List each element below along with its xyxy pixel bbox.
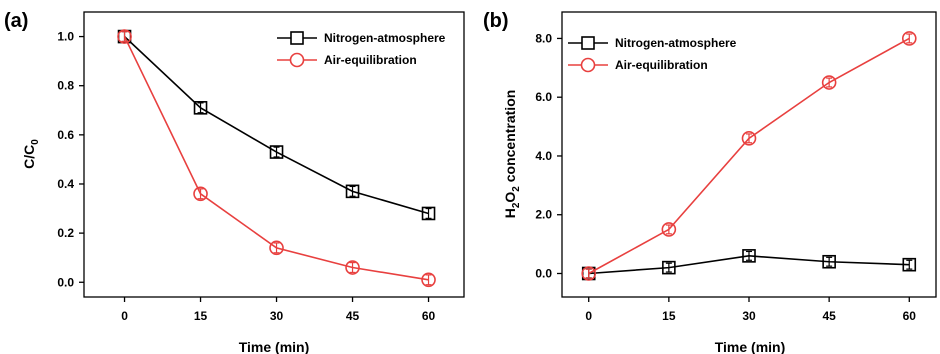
data-point-square (742, 249, 756, 263)
data-point-circle (581, 266, 597, 281)
x-tick-label: 30 (742, 309, 756, 323)
y-tick-label: 2.0 (535, 208, 552, 222)
panel-b-x-axis-title: Time (min) (715, 339, 786, 354)
x-tick-label: 15 (194, 309, 208, 323)
data-point-circle (345, 260, 360, 275)
legend-label: Air-equilibration (324, 53, 417, 67)
panel-b-label: (b) (483, 10, 509, 32)
data-point-circle (821, 75, 837, 90)
panel-b-axes: 0 15 30 45 60 0.0 2.0 4.0 6.0 8.0 (535, 31, 916, 323)
x-tick-label: 15 (662, 309, 676, 323)
legend-label: Nitrogen-atmosphere (615, 36, 737, 50)
series-line-1 (588, 37, 910, 275)
y-tick-label: 0.2 (57, 226, 74, 240)
legend-label: Air-equilibration (615, 58, 708, 72)
panel-a-axes: 0 15 30 45 60 0.0 0.2 0.4 0.6 0.8 1.0 (57, 30, 435, 323)
panel-a-x-axis-title: Time (min) (239, 339, 310, 354)
panel-b-series (581, 31, 917, 281)
data-point-circle (421, 272, 436, 288)
x-tick-label: 30 (270, 309, 284, 323)
x-tick-label: 0 (121, 309, 128, 323)
x-tick-label: 60 (422, 309, 436, 323)
y-tick-label: 6.0 (535, 90, 552, 104)
y-tick-label: 0.6 (57, 128, 74, 142)
y-tick-label: 8.0 (535, 31, 552, 45)
panel-b-legend: Nitrogen-atmosphere Air-equilibration (568, 36, 737, 73)
panel-a-series (117, 29, 436, 288)
panel-a-plot-frame (83, 11, 465, 298)
legend-marker-square (581, 36, 595, 50)
panel-a-legend: Nitrogen-atmosphere Air-equilibration (277, 31, 446, 68)
data-point-circle (741, 131, 757, 146)
data-point-circle (901, 31, 917, 46)
y-tick-label: 0.0 (535, 266, 552, 280)
data-point-square (193, 101, 208, 115)
y-tick-label: 0.4 (57, 177, 74, 191)
legend-label: Nitrogen-atmosphere (324, 31, 446, 45)
data-point-circle (269, 240, 284, 256)
y-tick-label: 0.0 (57, 275, 74, 289)
legend-marker-square (290, 31, 304, 45)
x-tick-label: 45 (822, 309, 836, 323)
data-point-circle (117, 29, 132, 44)
data-point-circle (193, 186, 208, 202)
x-tick-label: 60 (903, 309, 917, 323)
data-point-square (345, 184, 360, 199)
y-tick-label: 1.0 (57, 30, 74, 44)
y-tick-label: 4.0 (535, 149, 552, 163)
data-point-square (421, 206, 436, 221)
panel-a-chart: (a) 0 15 30 45 60 0.0 0.2 0.4 0.6 0.8 1.0 Time (mi… (4, 10, 465, 354)
panel-a-y-axis-title: C/C0 (21, 139, 41, 169)
x-tick-label: 45 (346, 309, 360, 323)
legend-marker-circle (580, 57, 596, 73)
panel-b-chart: (b) 0 15 30 45 600.02.04.06.08.0 Time (min) … (483, 10, 937, 354)
data-point-square (822, 254, 836, 269)
panel-a-label: (a) (4, 10, 28, 32)
x-tick-label: 0 (585, 309, 592, 323)
panel-b-y-axis-title: H2O2 concentration (502, 90, 522, 219)
data-point-circle (661, 222, 677, 237)
data-point-square (269, 145, 284, 159)
data-point-square (662, 260, 676, 275)
legend-marker-circle (289, 52, 305, 68)
data-point-square (902, 257, 917, 272)
y-tick-label: 0.8 (57, 79, 74, 93)
